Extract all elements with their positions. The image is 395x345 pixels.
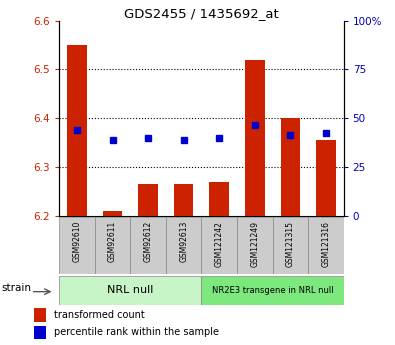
- Text: GSM92612: GSM92612: [144, 221, 152, 262]
- Bar: [67, 45, 87, 216]
- Text: GSM92613: GSM92613: [179, 221, 188, 262]
- Bar: [316, 140, 336, 216]
- FancyBboxPatch shape: [130, 217, 166, 274]
- Bar: [138, 184, 158, 216]
- FancyBboxPatch shape: [237, 217, 273, 274]
- Title: GDS2455 / 1435692_at: GDS2455 / 1435692_at: [124, 7, 279, 20]
- Text: NR2E3 transgene in NRL null: NR2E3 transgene in NRL null: [212, 286, 333, 295]
- FancyBboxPatch shape: [95, 217, 130, 274]
- FancyBboxPatch shape: [201, 276, 344, 305]
- Text: transformed count: transformed count: [54, 310, 144, 320]
- Text: GSM92610: GSM92610: [73, 221, 81, 262]
- FancyBboxPatch shape: [59, 217, 95, 274]
- Text: percentile rank within the sample: percentile rank within the sample: [54, 327, 218, 337]
- Bar: [280, 118, 300, 216]
- Text: strain: strain: [1, 283, 31, 293]
- FancyBboxPatch shape: [166, 217, 201, 274]
- Bar: [209, 183, 229, 216]
- Text: GSM121249: GSM121249: [250, 221, 259, 267]
- Text: GSM121315: GSM121315: [286, 221, 295, 267]
- Text: GSM92611: GSM92611: [108, 221, 117, 262]
- Text: NRL null: NRL null: [107, 285, 154, 295]
- Bar: [245, 60, 265, 216]
- Bar: [34, 326, 47, 339]
- Text: GSM121242: GSM121242: [215, 221, 224, 267]
- FancyBboxPatch shape: [273, 217, 308, 274]
- FancyBboxPatch shape: [201, 217, 237, 274]
- Text: GSM121316: GSM121316: [322, 221, 330, 267]
- Bar: [34, 308, 47, 322]
- FancyBboxPatch shape: [308, 217, 344, 274]
- FancyBboxPatch shape: [59, 276, 201, 305]
- Bar: [103, 211, 122, 216]
- Bar: [174, 184, 194, 216]
